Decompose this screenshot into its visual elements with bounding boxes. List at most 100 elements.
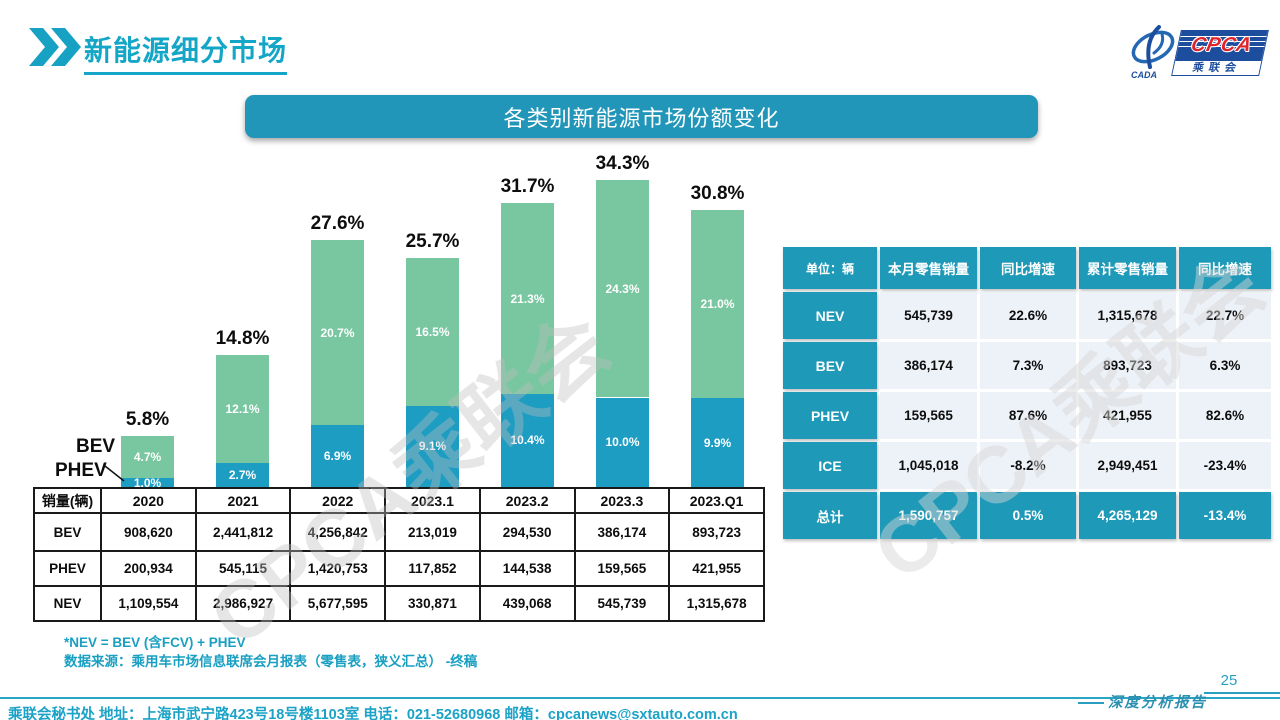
phev-pointer-line <box>104 465 125 482</box>
sales-col-header: 2020 <box>100 487 197 514</box>
bev-value-label: 21.0% <box>700 297 735 312</box>
summary-col-header: 本月零售销量 <box>880 247 977 289</box>
bar-segment-phev: 2.7% <box>216 462 269 487</box>
summary-row-label: PHEV <box>783 392 877 439</box>
sales-cell: 1,109,554 <box>100 585 197 622</box>
section-banner: 各类别新能源市场份额变化 <box>245 95 1038 138</box>
summary-cell: 893,723 <box>1079 342 1176 389</box>
report-label-line-right <box>1204 692 1280 694</box>
sales-cell: 893,723 <box>668 512 765 552</box>
report-type-label: 深度分析报告 <box>1108 694 1207 711</box>
summary-cell: 0.5% <box>980 492 1076 539</box>
sales-cell: 144,538 <box>478 550 576 587</box>
summary-cell: -8.2% <box>980 442 1076 489</box>
summary-row-label: 总计 <box>783 492 877 539</box>
sales-row-label: NEV <box>33 585 102 622</box>
phev-value-label: 9.1% <box>418 439 447 454</box>
bar-segment-bev: 4.7% <box>121 435 174 479</box>
sales-cell: 908,620 <box>100 512 197 552</box>
summary-cell: 22.7% <box>1179 292 1271 339</box>
summary-cell: 7.3% <box>980 342 1076 389</box>
sales-col-header: 2023.3 <box>573 487 671 514</box>
bev-value-label: 12.1% <box>225 401 260 416</box>
sales-cell: 159,565 <box>573 550 671 587</box>
sales-col-header: 2023.1 <box>384 487 481 514</box>
sales-cell: 2,986,927 <box>194 585 292 622</box>
bev-value-label: 21.3% <box>510 291 545 306</box>
summary-col-header: 单位：辆 <box>783 247 877 289</box>
sales-row-phev: PHEV 200,934 545,115 1,420,753 117,852 144,53… <box>33 550 765 587</box>
sales-cell: 294,530 <box>478 512 576 552</box>
summary-cell: 1,590,757 <box>880 492 977 539</box>
summary-cell: 82.6% <box>1179 392 1271 439</box>
sales-cell: 117,852 <box>384 550 481 587</box>
phev-value-label: 6.9% <box>323 449 352 464</box>
sales-header-row: 销量(辆) 2020 2021 2022 2023.1 2023.2 2023.3 2023.… <box>33 487 765 514</box>
summary-cell: 545,739 <box>880 292 977 339</box>
report-label-line-left <box>1078 702 1104 704</box>
sales-col-header: 2021 <box>194 487 292 514</box>
bar-segment-bev: 16.5% <box>406 257 459 406</box>
sales-cell: 330,871 <box>384 585 481 622</box>
sales-cell: 5,677,595 <box>289 585 387 622</box>
bar-total-label: 30.8% <box>690 183 745 205</box>
cpca-logo-box: CPCA 乘联会 <box>1171 30 1269 76</box>
sales-row-label: PHEV <box>33 550 102 587</box>
bar-total-label: 14.8% <box>215 327 270 349</box>
sales-cell: 2,441,812 <box>194 512 292 552</box>
summary-col-header: 累计零售销量 <box>1079 247 1176 289</box>
summary-cell: 6.3% <box>1179 342 1271 389</box>
summary-row-label: NEV <box>783 292 877 339</box>
svg-text:CADA: CADA <box>1131 70 1157 80</box>
sales-cell: 439,068 <box>478 585 576 622</box>
sales-col-header: 2023.Q1 <box>668 487 765 514</box>
bar-total-label: 34.3% <box>595 153 650 174</box>
legend-bev-label: BEV <box>76 436 116 457</box>
summary-cell: 87.6% <box>980 392 1076 439</box>
bev-value-label: 24.3% <box>605 281 640 296</box>
bar-total-label: 27.6% <box>310 212 365 234</box>
bar-segment-bev: 21.0% <box>691 210 744 399</box>
summary-cell: 159,565 <box>880 392 977 439</box>
legend-phev-label: PHEV <box>55 460 107 481</box>
bar-total-label: 31.7% <box>500 176 555 198</box>
footer-contact: 乘联会秘书处 地址：上海市武宁路423号18号楼1103室 电话：021-526… <box>8 707 738 720</box>
phev-value-label: 10.4% <box>510 433 545 448</box>
bar-segment-phev: 10.4% <box>501 393 554 487</box>
bar-segment-bev: 12.1% <box>216 354 269 463</box>
summary-col-header: 同比增速 <box>980 247 1076 289</box>
summary-col-header: 同比增速 <box>1179 247 1271 289</box>
footer-divider <box>0 697 1280 699</box>
footnotes: *NEV = BEV (含FCV) + PHEV 数据来源：乘用车市场信息联席会… <box>64 633 477 671</box>
summary-cell: 4,265,129 <box>1079 492 1176 539</box>
phev-value-label: 9.9% <box>703 435 732 450</box>
sales-row-bev: BEV 908,620 2,441,812 4,256,842 213,019 294,5… <box>33 512 765 552</box>
double-chevron-icon <box>29 28 81 66</box>
sales-cell: 545,115 <box>194 550 292 587</box>
sales-cell: 1,420,753 <box>289 550 387 587</box>
cpca-logo-mark-icon: CADA <box>1131 25 1175 80</box>
phev-value-label: 10.0% <box>605 435 640 450</box>
page-number: 25 <box>1220 672 1238 689</box>
summary-cell: 1,045,018 <box>880 442 977 489</box>
cpca-logo-text: CPCA <box>1189 34 1255 56</box>
summary-cell: -13.4% <box>1179 492 1271 539</box>
sales-corner-cell: 销量(辆) <box>33 487 102 514</box>
summary-cell: 386,174 <box>880 342 977 389</box>
cpca-logo-cn-text: 乘联会 <box>1172 60 1262 75</box>
bar-segment-phev: 9.9% <box>691 398 744 487</box>
cpca-logo-stripes: CPCA <box>1175 31 1268 60</box>
sales-cell: 213,019 <box>384 512 481 552</box>
bev-value-label: 16.5% <box>415 324 450 339</box>
summary-row-label: BEV <box>783 342 877 389</box>
summary-table: 单位：辆 本月零售销量 同比增速 累计零售销量 同比增速 NEV 545,739 22.6% 1… <box>783 247 1271 539</box>
summary-cell: 22.6% <box>980 292 1076 339</box>
footnote-nev-definition: *NEV = BEV (含FCV) + PHEV <box>64 635 246 650</box>
bar-segment-phev: 6.9% <box>311 425 364 487</box>
bev-value-label: 20.7% <box>320 325 355 340</box>
sales-cell: 1,315,678 <box>668 585 765 622</box>
bar-segment-bev: 24.3% <box>596 180 649 398</box>
sales-cell: 4,256,842 <box>289 512 387 552</box>
sales-cell: 421,955 <box>668 550 765 587</box>
